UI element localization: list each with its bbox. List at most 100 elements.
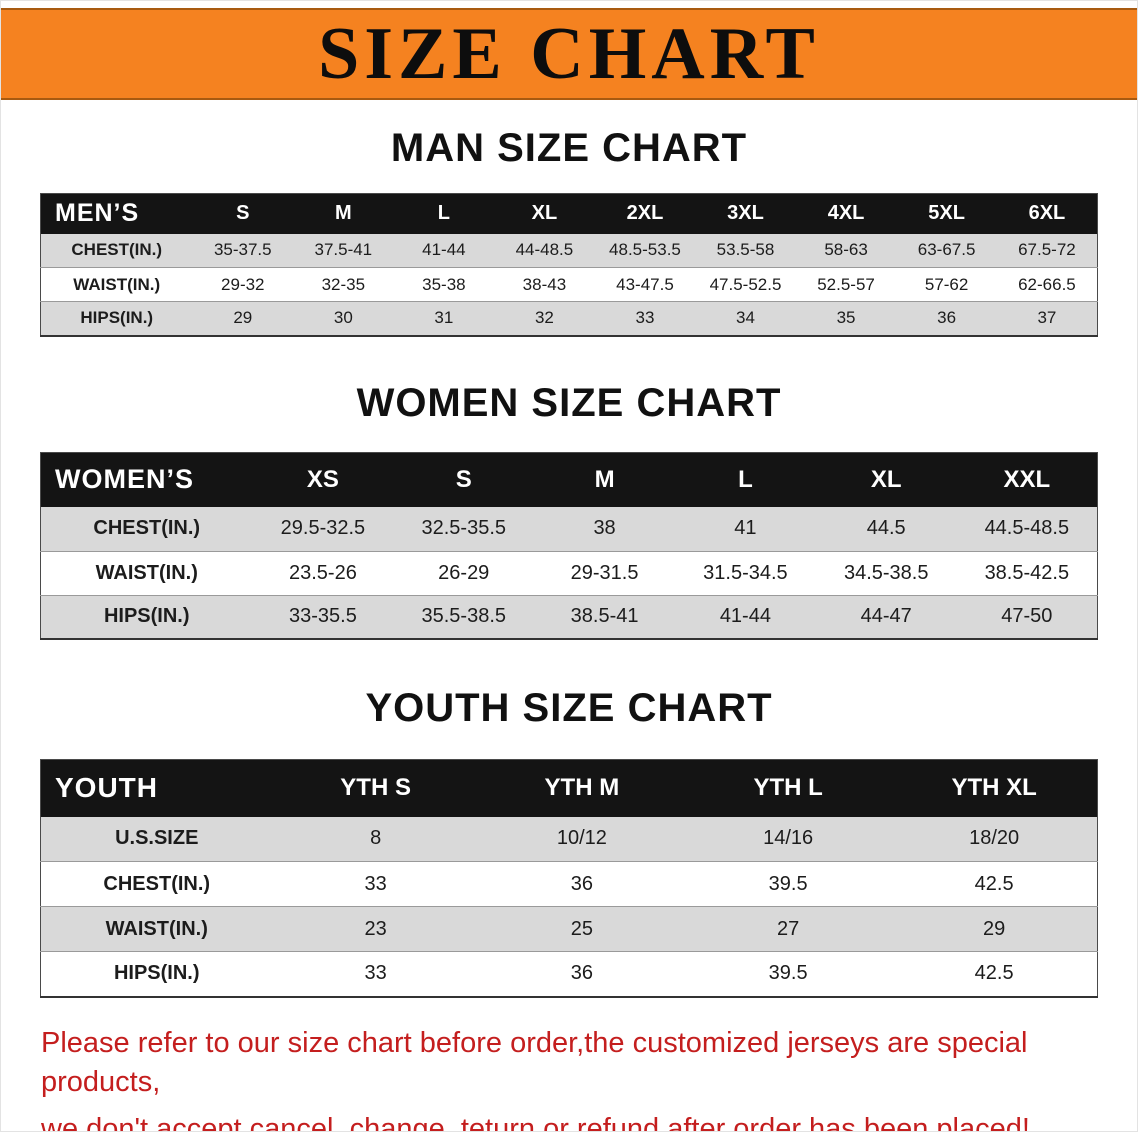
measurement-value: 47.5-52.5 [709,274,782,294]
measurement-value: 25 [570,917,593,940]
measurement-value: 44-47 [860,605,912,628]
measurement-value: 34.5-38.5 [843,561,929,584]
measurement-value: 23.5-26 [288,561,357,584]
measurement-value: 35.5-38.5 [421,605,506,628]
size-column-header: 4XL [795,193,897,234]
measurement-value: 10/12 [556,827,607,850]
measurement-value: 42.5 [974,962,1014,985]
measurement-value: 38 [593,517,616,540]
measurement-row: WAIST(IN.) 29-32 32-35 35-38 38-43 43-47.5 47.… [40,267,1098,302]
measurement-value: 62-66.5 [1018,274,1076,294]
measurement-row: WAIST(IN.) 23.5-26 26-29 29-31.5 31.5-34.5 34… [40,551,1098,595]
measurement-value: 31 [434,308,454,328]
measurement-value: 48.5-53.5 [609,240,681,260]
measurement-value: 53.5-58 [716,240,775,260]
notice-line-2: we don't accept cancel, change, teturn o… [41,1112,1030,1132]
measurement-value: 37.5-41 [314,240,373,260]
row-label: U.S.SIZE [115,827,199,850]
size-column-header: YTH L [685,759,892,817]
measurement-value: 57-62 [924,274,969,294]
table-header-row: YOUTH YTH S YTH M YTH L YTH XL [40,759,1098,817]
row-label: WAIST(IN.) [105,917,208,940]
row-label: HIPS(IN.) [113,962,200,985]
youth-size-section: YOUTH SIZE CHART YOUTH YTH S YTH M YTH L YTH… [1,686,1137,998]
measurement-value: 32-35 [321,274,366,294]
measurement-value: 63-67.5 [917,240,976,260]
measurement-value: 41-44 [719,605,771,628]
youth-section-title: YOUTH SIZE CHART [365,686,773,730]
women-size-table: WOMEN’S XS S M L XL XXL CHEST(IN.) 29.5-32.5 32.5… [40,451,1098,640]
measurement-value: 32 [534,308,554,328]
measurement-value: 37 [1037,308,1057,328]
measurement-value: 38-43 [522,274,567,294]
measurement-value: 29-32 [221,274,265,294]
size-column-header: 3XL [695,193,796,234]
women-section-title: WOMEN SIZE CHART [356,380,782,425]
measurement-row: CHEST(IN.) 35-37.5 37.5-41 41-44 44-48.5 48.5… [40,233,1098,268]
size-column-header: M [293,193,394,234]
table-header-row: MEN’S S M L XL 2XL 3XL 4XL 5XL 6XL [40,193,1098,234]
measurement-value: 43-47.5 [616,274,674,294]
men-size-table: MEN’S S M L XL 2XL 3XL 4XL 5XL 6XL CHEST(IN.) 35-37… [40,193,1098,337]
measurement-value: 34 [736,308,755,328]
size-column-header: 5XL [896,193,997,234]
measurement-value: 33 [364,872,387,895]
measurement-value: 39.5 [768,962,808,985]
measurement-value: 29 [233,308,253,328]
measurement-row: HIPS(IN.) 33 36 39.5 42.5 [40,951,1098,997]
measurement-value: 67.5-72 [1018,240,1076,260]
notice-line-1: Please refer to our size chart before or… [41,1026,1028,1098]
measurement-value: 38.5-42.5 [984,561,1070,584]
size-column-header: L [674,452,816,507]
size-column-header: L [393,193,495,234]
banner: SIZE CHART [1,8,1137,100]
measurement-value: 32.5-35.5 [421,517,506,540]
measurement-value: 36 [570,962,593,985]
measurement-row: WAIST(IN.) 23 25 27 29 [40,906,1098,952]
size-column-header: S [393,452,535,507]
measurement-row: U.S.SIZE 8 10/12 14/16 18/20 [40,816,1098,862]
measurement-value: 35 [836,308,856,328]
row-label: WAIST(IN.) [95,561,198,584]
measurement-value: 14/16 [763,827,814,850]
measurement-row: CHEST(IN.) 33 36 39.5 42.5 [40,861,1098,907]
measurement-value: 39.5 [768,872,808,895]
size-column-header: YTH S [272,759,479,817]
size-column-header: XL [494,193,595,234]
size-column-header: 6XL [996,193,1098,234]
measurement-value: 58-63 [824,240,868,260]
men-size-section: MAN SIZE CHART MEN’S S M L XL 2XL 3XL 4XL 5XL 6XL… [1,126,1137,337]
footer-notice: Please refer to our size chart before or… [41,1024,1097,1132]
table-corner-label: MEN’S [40,193,193,234]
size-column-header: YTH M [478,759,685,817]
measurement-value: 33-35.5 [288,605,357,628]
measurement-value: 30 [333,308,353,328]
measurement-value: 35-37.5 [213,240,272,260]
size-column-header: XS [252,452,394,507]
measurement-value: 35-38 [422,274,466,294]
table-corner-label: WOMEN’S [40,452,253,507]
size-column-header: YTH XL [891,759,1098,817]
row-label: CHEST(IN.) [103,872,211,895]
row-label: HIPS(IN.) [80,308,154,328]
measurement-row: CHEST(IN.) 29.5-32.5 32.5-35.5 38 41 44.5 44.5… [40,507,1098,551]
measurement-value: 8 [370,827,382,850]
measurement-value: 47-50 [1001,605,1053,628]
measurement-value: 36 [570,872,593,895]
men-section-title: MAN SIZE CHART [390,126,748,170]
table-corner-label: YOUTH [40,759,273,817]
page-title: SIZE CHART [318,13,820,95]
measurement-value: 31.5-34.5 [703,561,788,584]
measurement-value: 52.5-57 [817,274,875,294]
measurement-row: HIPS(IN.) 29 30 31 32 33 34 35 36 37 [40,301,1098,336]
row-label: WAIST(IN.) [73,274,161,294]
size-column-header: 2XL [594,193,696,234]
measurement-value: 29 [983,917,1006,940]
women-size-section: WOMEN SIZE CHART WOMEN’S XS S M L XL XXL CHEST(… [1,380,1137,640]
measurement-value: 41 [734,517,757,540]
size-column-header: S [192,193,294,234]
measurement-value: 18/20 [969,827,1020,850]
measurement-value: 29-31.5 [570,561,639,584]
row-label: CHEST(IN.) [71,240,163,260]
